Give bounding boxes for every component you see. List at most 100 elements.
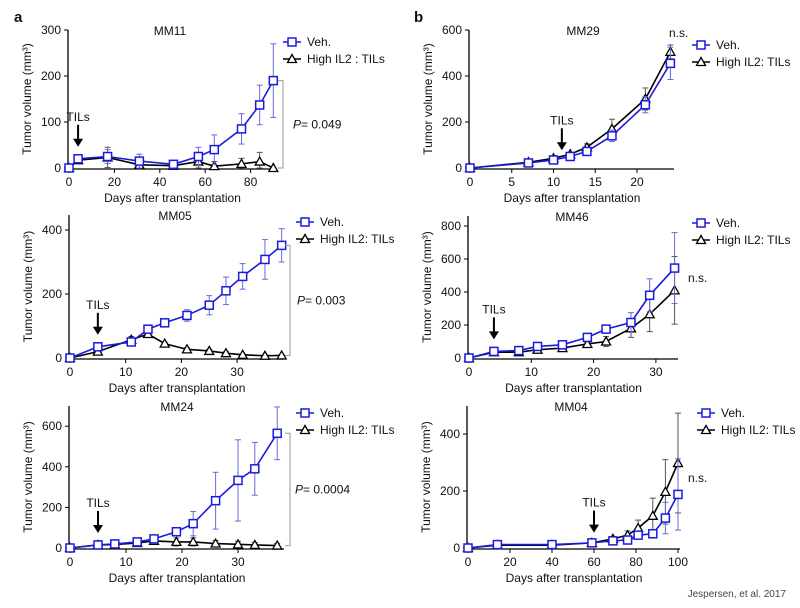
x-tick-label: 80 (629, 555, 643, 569)
square-marker (233, 475, 243, 486)
square-marker (250, 464, 260, 474)
legend-label: Veh. (721, 406, 745, 420)
square-marker (143, 324, 153, 334)
y-tick-label: 800 (441, 219, 461, 233)
x-tick-label: 0 (465, 555, 472, 569)
x-tick-label: 10 (547, 175, 561, 189)
square-marker (204, 300, 214, 310)
p-value: = 0.003 (305, 293, 346, 307)
chart-panel-mm05: 0 200 400 0 10 20 30 Days after transplantation… (21, 209, 394, 395)
square-marker (696, 40, 706, 50)
y-axis-label: Tumor volume (mm³) (21, 231, 35, 343)
square-marker (465, 163, 475, 173)
square-marker (102, 151, 113, 162)
significance-bracket (278, 80, 284, 169)
tils-label: TILs (86, 298, 109, 312)
tils-arrow-head (93, 524, 103, 533)
square-marker (644, 290, 655, 301)
x-tick-label: 60 (199, 175, 213, 189)
square-marker (622, 535, 633, 545)
triangle-marker (695, 56, 707, 67)
y-axis-label: Tumor volume (mm³) (20, 43, 34, 155)
square-marker (587, 538, 597, 548)
square-marker (65, 543, 75, 553)
square-marker (188, 518, 198, 529)
triangle-marker (276, 349, 288, 360)
triangle-marker (581, 338, 593, 349)
square-marker (633, 530, 643, 540)
series-veh (463, 458, 683, 553)
legend-item-veh: Veh. (692, 38, 740, 52)
legend-item-high-il2-tils: High IL2 : TILs (283, 52, 385, 66)
triangle-marker (187, 536, 199, 547)
triangle-marker (159, 337, 171, 348)
y-tick-label: 400 (42, 223, 62, 237)
y-axis-label: Tumor volume (mm³) (420, 231, 434, 343)
y-tick-label: 400 (442, 69, 462, 83)
tils-label: TILs (482, 302, 505, 316)
legend-label: High IL2: TILs (320, 232, 394, 246)
square-marker (276, 240, 287, 251)
x-axis-label: Days after transplantation (109, 381, 246, 395)
square-marker (210, 495, 221, 506)
x-tick-label: 10 (525, 365, 539, 379)
x-axis-label: Days after transplantation (506, 571, 643, 585)
x-tick-label: 10 (119, 365, 133, 379)
square-marker (532, 341, 543, 352)
x-tick-label: 40 (545, 555, 559, 569)
legend-label: Veh. (307, 35, 331, 49)
square-marker (492, 539, 503, 550)
triangle-marker (700, 424, 712, 435)
y-tick-label: 100 (41, 115, 61, 129)
square-marker (126, 337, 137, 347)
x-axis-label: Days after transplantation (504, 191, 641, 205)
series-line (467, 462, 679, 549)
triangle-marker (209, 537, 222, 548)
square-marker (260, 254, 270, 265)
square-marker (673, 489, 683, 500)
not-significant-label: n.s. (688, 271, 707, 285)
square-marker (182, 310, 192, 321)
series-veh (465, 46, 676, 173)
triangle-marker (208, 160, 220, 171)
square-marker (93, 342, 103, 352)
legend-item-veh: Veh. (692, 216, 740, 230)
square-marker (171, 527, 182, 537)
y-tick-label: 600 (441, 252, 461, 266)
legend-item-high-il2-tils: High IL2: TILs (296, 423, 394, 437)
series-line (68, 156, 274, 169)
square-marker (640, 100, 651, 110)
panel-title: MM24 (160, 400, 194, 414)
triangle-marker (259, 349, 271, 360)
legend-label: Veh. (320, 406, 344, 420)
y-tick-label: 400 (440, 427, 460, 441)
square-marker (701, 408, 711, 418)
x-tick-label: 30 (230, 365, 244, 379)
square-marker (601, 324, 611, 334)
x-tick-label: 20 (587, 365, 601, 379)
triangle-marker (235, 158, 248, 169)
square-marker (268, 75, 279, 86)
panel-title: MM11 (154, 24, 187, 38)
x-tick-label: 0 (66, 175, 73, 189)
square-marker (660, 513, 671, 523)
significance-bracket (285, 432, 291, 547)
square-marker (669, 263, 680, 273)
triangle-marker (203, 345, 215, 356)
square-marker (523, 158, 534, 168)
square-marker (626, 317, 636, 328)
triangle-marker (299, 424, 311, 435)
x-tick-label: 0 (466, 365, 473, 379)
chart-panel-mm24: 0 200 400 600 0 10 20 30 Days after transplantat… (21, 400, 394, 585)
tils-arrow-head (488, 331, 499, 340)
legend-item-veh: Veh. (283, 35, 331, 49)
x-tick-label: 10 (119, 555, 133, 569)
square-marker (209, 144, 220, 155)
triangle-marker (647, 509, 659, 520)
x-tick-label: 20 (175, 365, 189, 379)
square-marker (287, 37, 297, 47)
square-marker (193, 151, 204, 162)
x-tick-label: 0 (467, 175, 474, 189)
triangle-marker (271, 539, 283, 550)
